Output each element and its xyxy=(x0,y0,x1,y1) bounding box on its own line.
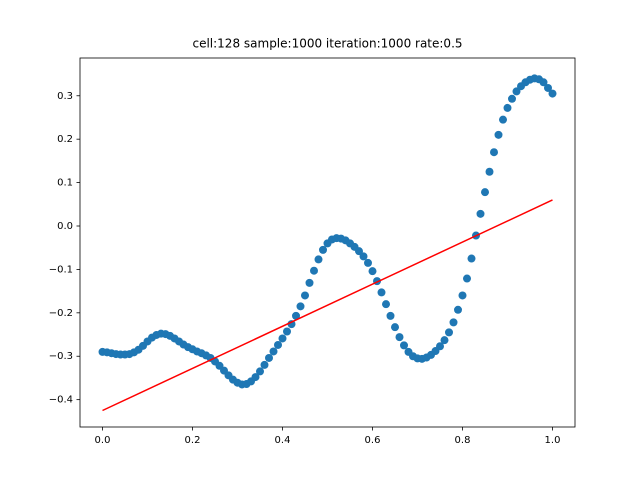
data-point xyxy=(301,291,309,300)
data-point xyxy=(503,103,512,112)
data-point xyxy=(454,305,462,314)
data-point xyxy=(269,347,278,356)
data-point xyxy=(287,320,296,329)
data-point xyxy=(449,318,458,327)
data-point xyxy=(283,327,291,336)
y-tick-label: −0.1 xyxy=(49,264,73,275)
data-point xyxy=(440,336,449,345)
data-point xyxy=(445,328,453,337)
data-point xyxy=(292,311,300,320)
y-tick-label: 0.0 xyxy=(57,221,73,232)
data-point xyxy=(485,167,494,176)
data-point xyxy=(436,342,444,351)
data-point xyxy=(395,333,404,342)
x-tick-label: 1.0 xyxy=(545,435,561,446)
data-point xyxy=(278,334,287,343)
data-point xyxy=(386,311,395,320)
data-point xyxy=(458,291,467,300)
data-point xyxy=(548,89,557,98)
data-point xyxy=(494,130,503,139)
data-point xyxy=(319,245,327,254)
x-tick-label: 0.0 xyxy=(95,435,111,446)
y-tick-label: −0.4 xyxy=(49,395,73,406)
data-point xyxy=(296,302,305,311)
y-tick-label: 0.2 xyxy=(57,134,73,145)
data-point xyxy=(539,78,548,87)
data-point xyxy=(490,148,498,157)
x-tick-label: 0.2 xyxy=(185,435,201,446)
data-point xyxy=(251,373,260,382)
data-point xyxy=(265,353,273,362)
data-point xyxy=(508,94,516,103)
data-point xyxy=(467,254,476,263)
data-point xyxy=(463,274,471,283)
data-point xyxy=(260,360,269,369)
data-point xyxy=(481,188,489,197)
x-tick-label: 0.8 xyxy=(455,435,471,446)
data-point xyxy=(359,252,368,261)
y-tick-label: 0.3 xyxy=(57,91,73,102)
data-point xyxy=(476,209,485,218)
data-point xyxy=(377,288,386,297)
chart-title: cell:128 sample:1000 iteration:1000 rate… xyxy=(192,37,462,51)
fit-line xyxy=(102,199,553,412)
x-tick-label: 0.4 xyxy=(275,435,291,446)
data-point xyxy=(256,367,264,376)
data-point xyxy=(355,247,363,256)
data-point xyxy=(499,115,507,124)
data-point xyxy=(314,255,323,264)
data-point xyxy=(544,83,552,92)
y-tick-label: 0.1 xyxy=(57,178,73,189)
x-tick-label: 0.6 xyxy=(365,435,381,446)
y-tick-label: −0.2 xyxy=(49,308,73,319)
data-point xyxy=(364,258,372,267)
data-point xyxy=(391,323,399,332)
data-point xyxy=(310,266,318,275)
data-point xyxy=(512,87,521,96)
data-point xyxy=(274,340,282,349)
data-point xyxy=(368,267,377,276)
data-point xyxy=(305,278,314,287)
data-point xyxy=(382,300,390,309)
data-point xyxy=(400,341,408,350)
plot-frame xyxy=(79,57,576,428)
y-tick-label: −0.3 xyxy=(49,351,73,362)
